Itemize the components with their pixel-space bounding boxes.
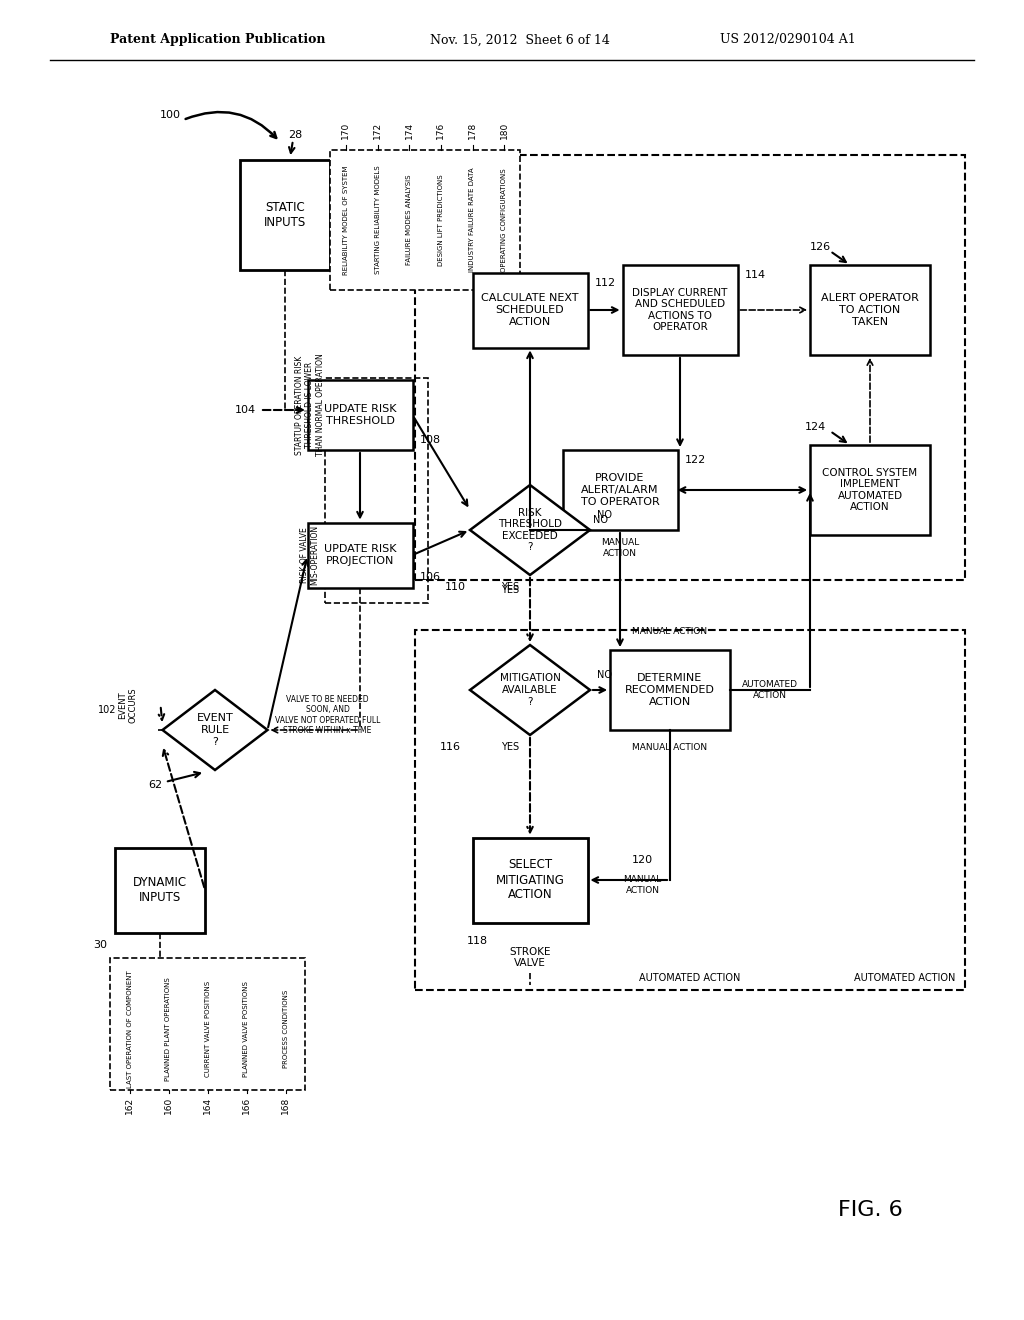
Text: 176: 176 [436,121,445,139]
Text: YES: YES [501,582,519,591]
Text: 180: 180 [500,121,509,139]
Text: 108: 108 [420,436,441,445]
Text: EVENT
OCCURS: EVENT OCCURS [118,688,137,723]
Bar [115,847,205,932]
Text: NO: NO [597,671,612,680]
Text: DYNAMIC
INPUTS: DYNAMIC INPUTS [133,876,187,904]
Text: RISK
THRESHOLD
EXCEEDED
?: RISK THRESHOLD EXCEEDED ? [498,508,562,552]
Text: 112: 112 [595,277,616,288]
Text: DESIGN LIFT PREDICTIONS: DESIGN LIFT PREDICTIONS [438,174,443,265]
Text: AUTOMATED ACTION: AUTOMATED ACTION [639,973,740,983]
Text: NO: NO [593,515,607,525]
Text: RELIABILITY MODEL OF SYSTEM: RELIABILITY MODEL OF SYSTEM [343,165,349,275]
Text: MANUAL ACTION: MANUAL ACTION [633,743,708,752]
Text: SELECT
MITIGATING
ACTION: SELECT MITIGATING ACTION [496,858,564,902]
Text: US 2012/0290104 A1: US 2012/0290104 A1 [720,33,856,46]
Text: 170: 170 [341,121,350,139]
Text: 178: 178 [468,121,477,139]
Text: MITIGATION
AVAILABLE
?: MITIGATION AVAILABLE ? [500,673,560,706]
Bar [415,154,965,579]
Polygon shape [470,645,590,735]
Text: PLANNED PLANT OPERATIONS: PLANNED PLANT OPERATIONS [166,977,171,1081]
Text: 166: 166 [242,1097,251,1114]
Text: DISPLAY CURRENT
AND SCHEDULED
ACTIONS TO
OPERATOR: DISPLAY CURRENT AND SCHEDULED ACTIONS TO… [632,288,728,333]
Text: NO: NO [597,510,612,520]
Text: AUTOMATED
ACTION: AUTOMATED ACTION [742,680,798,700]
Text: FAILURE MODES ANALYSIS: FAILURE MODES ANALYSIS [407,174,413,265]
Text: 28: 28 [288,129,302,140]
Text: EVENT
RULE
?: EVENT RULE ? [197,713,233,747]
Text: PROVIDE
ALERT/ALARM
TO OPERATOR: PROVIDE ALERT/ALARM TO OPERATOR [581,474,659,507]
Text: CONTROL SYSTEM
IMPLEMENT
AUTOMATED
ACTION: CONTROL SYSTEM IMPLEMENT AUTOMATED ACTIO… [822,467,918,512]
Text: DETERMINE
RECOMMENDED
ACTION: DETERMINE RECOMMENDED ACTION [625,673,715,706]
Bar [330,150,520,290]
Bar [307,523,413,587]
Text: 106: 106 [420,573,441,582]
Text: 118: 118 [467,936,488,945]
Text: 126: 126 [809,242,830,252]
Text: 30: 30 [93,940,106,949]
Text: LAST OPERATION OF COMPONENT: LAST OPERATION OF COMPONENT [127,970,132,1088]
Text: 168: 168 [281,1097,290,1114]
Bar [623,265,737,355]
Text: VALVE TO BE NEEDED
SOON, AND
VALVE NOT OPERATED FULL
STROKE WITHIN x TIME: VALVE TO BE NEEDED SOON, AND VALVE NOT O… [274,694,380,735]
Text: STATIC
INPUTS: STATIC INPUTS [264,201,306,228]
Text: UPDATE RISK
PROJECTION: UPDATE RISK PROJECTION [324,544,396,566]
Text: 62: 62 [147,780,162,789]
Text: STROKE
VALVE: STROKE VALVE [509,946,551,969]
Text: MANUAL
ACTION: MANUAL ACTION [624,875,662,895]
Text: 116: 116 [439,742,461,752]
Text: YES: YES [501,585,519,595]
Text: CALCULATE NEXT
SCHEDULED
ACTION: CALCULATE NEXT SCHEDULED ACTION [481,293,579,326]
Text: OPERATING CONFIGURATIONS: OPERATING CONFIGURATIONS [501,168,507,272]
Text: FIG. 6: FIG. 6 [838,1200,902,1220]
Bar [307,380,413,450]
Text: 110: 110 [444,582,466,591]
Text: YES: YES [501,742,519,752]
Text: 100: 100 [160,110,180,120]
Text: 114: 114 [744,271,766,280]
Text: Patent Application Publication: Patent Application Publication [110,33,326,46]
Bar [472,837,588,923]
Text: STARTUP OPERATION RISK
THRESHOLD IS LOWER
THAN NORMAL OPERATION: STARTUP OPERATION RISK THRESHOLD IS LOWE… [295,354,325,457]
Bar [325,378,427,602]
Text: 120: 120 [632,855,653,865]
Text: 124: 124 [805,422,825,432]
Text: STARTING RELIABILITY MODELS: STARTING RELIABILITY MODELS [375,166,381,275]
Text: PLANNED VALVE POSITIONS: PLANNED VALVE POSITIONS [244,981,250,1077]
Text: 160: 160 [164,1097,173,1114]
Bar [240,160,330,271]
Text: 104: 104 [234,405,256,414]
Text: 122: 122 [685,455,707,465]
Polygon shape [163,690,267,770]
Polygon shape [470,484,590,576]
Text: 174: 174 [404,121,414,139]
Text: RISK OF VALVE
MIS-OPERATION: RISK OF VALVE MIS-OPERATION [300,525,319,585]
Text: MANUAL ACTION: MANUAL ACTION [633,627,708,636]
Text: 172: 172 [373,121,382,139]
Text: PROCESS CONDITIONS: PROCESS CONDITIONS [283,990,289,1068]
Bar [810,445,930,535]
Text: ALERT OPERATOR
TO ACTION
TAKEN: ALERT OPERATOR TO ACTION TAKEN [821,293,919,326]
Bar [810,265,930,355]
Bar [110,957,305,1090]
Text: 162: 162 [125,1097,134,1114]
Bar [562,450,678,531]
Text: 164: 164 [203,1097,212,1114]
Text: INDUSTRY FAILURE RATE DATA: INDUSTRY FAILURE RATE DATA [469,168,475,272]
Text: 102: 102 [98,705,117,715]
Bar [610,649,730,730]
Text: MANUAL
ACTION: MANUAL ACTION [601,539,639,557]
Bar [472,272,588,347]
Text: CURRENT VALVE POSITIONS: CURRENT VALVE POSITIONS [205,981,211,1077]
Text: Nov. 15, 2012  Sheet 6 of 14: Nov. 15, 2012 Sheet 6 of 14 [430,33,610,46]
Text: UPDATE RISK
THRESHOLD: UPDATE RISK THRESHOLD [324,404,396,426]
Text: AUTOMATED ACTION: AUTOMATED ACTION [854,973,955,983]
Bar [415,630,965,990]
